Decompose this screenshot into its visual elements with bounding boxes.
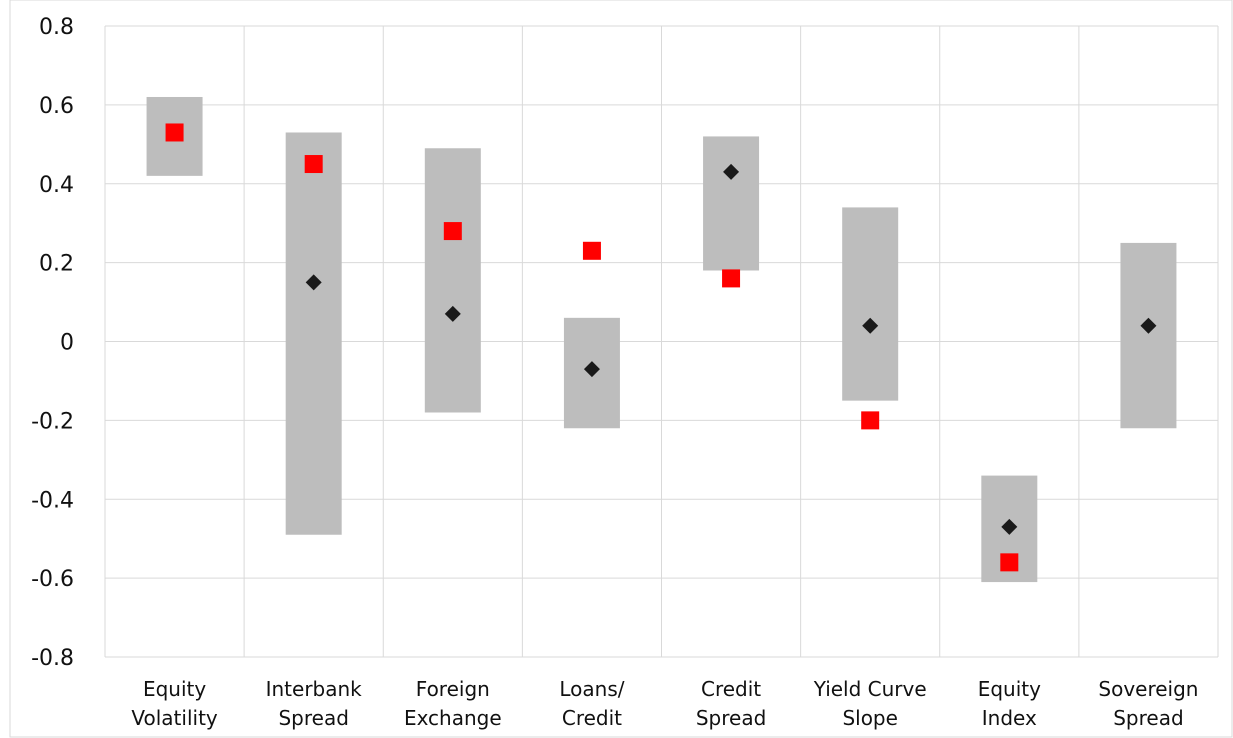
range-bar [842, 207, 899, 401]
diamond-marker [444, 305, 461, 322]
y-tick-label: 0.6 [39, 94, 74, 119]
square-marker [861, 411, 880, 430]
x-category-label: Index [982, 706, 1037, 730]
x-category-label: Volatility [131, 706, 218, 730]
x-category-label: Credit [562, 706, 622, 730]
y-tick-label: 0.2 [39, 252, 74, 277]
square-marker [165, 123, 184, 142]
square-marker [304, 155, 323, 174]
range-bar [424, 148, 481, 413]
square-marker [1000, 553, 1019, 572]
y-tick-label: 0.4 [39, 173, 74, 198]
x-category-label: Credit [701, 677, 761, 701]
x-category-label: Exchange [404, 706, 502, 730]
x-category-label: Spread [696, 706, 766, 730]
range-bars [146, 96, 1177, 583]
range-bar [285, 132, 342, 535]
diamond-marker [862, 317, 879, 334]
x-category-label: Spread [1113, 706, 1183, 730]
x-axis-categories: Equity Volatility Interbank Spread Foreign Ex… [131, 677, 1198, 730]
y-tick-label: 0.8 [39, 15, 74, 40]
y-tick-label: -0.6 [31, 567, 74, 592]
x-category-label: Sovereign [1098, 677, 1198, 701]
x-category-label: Equity [143, 677, 206, 701]
y-tick-label: -0.8 [31, 646, 74, 671]
chart-border [9, 0, 1233, 738]
diamond-marker [1001, 518, 1018, 535]
x-category-label: Equity [978, 677, 1041, 701]
square-marker [722, 269, 741, 288]
range-bar [703, 136, 760, 271]
diamond-marker [723, 163, 740, 180]
square-marker [443, 222, 462, 241]
square-marker [582, 241, 601, 260]
y-tick-label: -0.2 [31, 409, 74, 434]
x-category-label: Slope [842, 706, 898, 730]
diamond-marker [583, 361, 600, 378]
x-category-label: Loans/ [559, 677, 624, 701]
diamond-marker [305, 274, 322, 291]
y-tick-label: -0.4 [31, 488, 74, 513]
markers [165, 123, 1157, 572]
y-axis-ticks: 0.8 0.6 0.4 0.2 0 -0.2 -0.4 -0.6 -0.8 [31, 15, 74, 671]
x-category-label: Yield Curve [813, 677, 927, 701]
x-category-label: Interbank [266, 677, 363, 701]
range-bar [1120, 242, 1177, 429]
x-category-label: Spread [278, 706, 348, 730]
x-category-label: Foreign [416, 677, 490, 701]
diamond-marker [1140, 317, 1157, 334]
y-tick-label: 0 [60, 331, 74, 356]
